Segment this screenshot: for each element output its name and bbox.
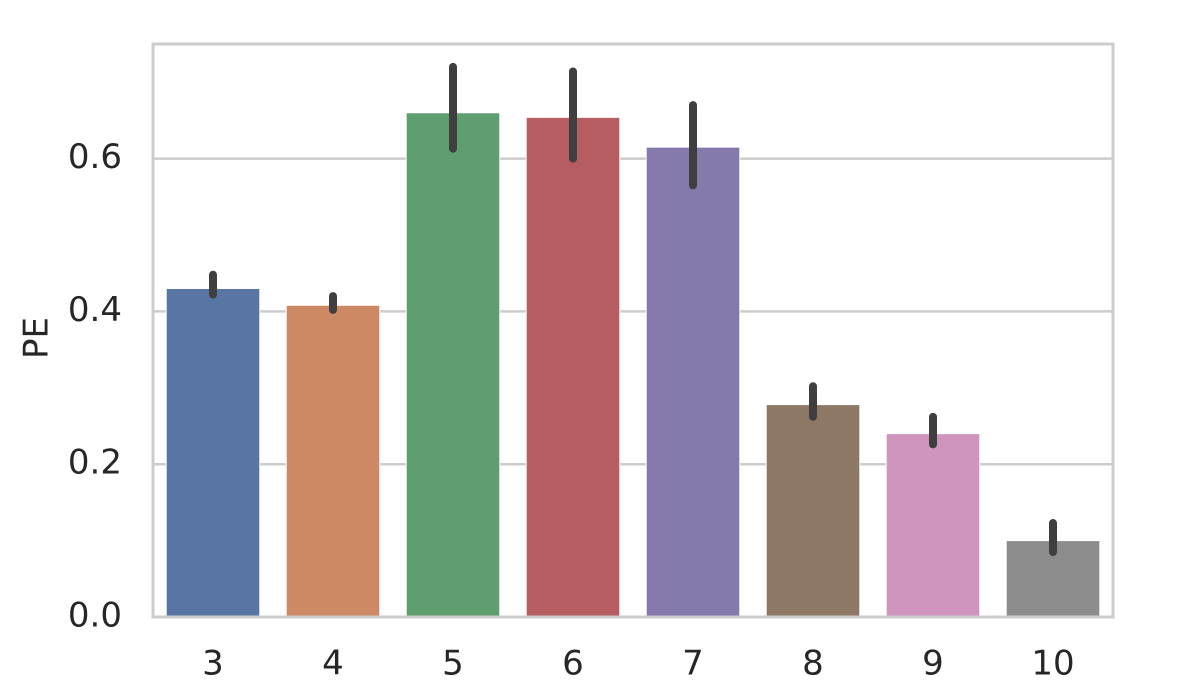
bar-8 bbox=[765, 404, 861, 618]
bar-3 bbox=[165, 287, 261, 618]
y-tick-label: 0.0 bbox=[68, 596, 122, 636]
bar-6 bbox=[525, 116, 621, 618]
x-tick-label: 4 bbox=[322, 644, 344, 684]
bar-9 bbox=[885, 433, 981, 618]
x-tick-label: 5 bbox=[442, 644, 464, 684]
bar-7 bbox=[645, 146, 741, 618]
x-tick-labels: 3 4 5 6 7 8 9 10 bbox=[202, 644, 1074, 684]
x-tick-label: 3 bbox=[202, 644, 224, 684]
x-tick-label: 9 bbox=[922, 644, 944, 684]
y-tick-label: 0.2 bbox=[68, 443, 122, 483]
x-tick-label: 10 bbox=[1031, 644, 1074, 684]
y-tick-label: 0.4 bbox=[68, 290, 122, 330]
x-tick-label: 6 bbox=[562, 644, 584, 684]
y-axis-label: PE bbox=[17, 317, 57, 359]
error-bars bbox=[209, 62, 1057, 557]
y-tick-labels: 0.0 0.2 0.4 0.6 bbox=[68, 137, 122, 635]
y-tick-label: 0.6 bbox=[68, 137, 122, 177]
bar-4 bbox=[285, 304, 381, 618]
bar-5 bbox=[405, 112, 501, 618]
bars bbox=[165, 112, 1101, 618]
x-tick-label: 7 bbox=[682, 644, 704, 684]
plot-frame bbox=[151, 42, 1115, 619]
x-tick-label: 8 bbox=[802, 644, 824, 684]
